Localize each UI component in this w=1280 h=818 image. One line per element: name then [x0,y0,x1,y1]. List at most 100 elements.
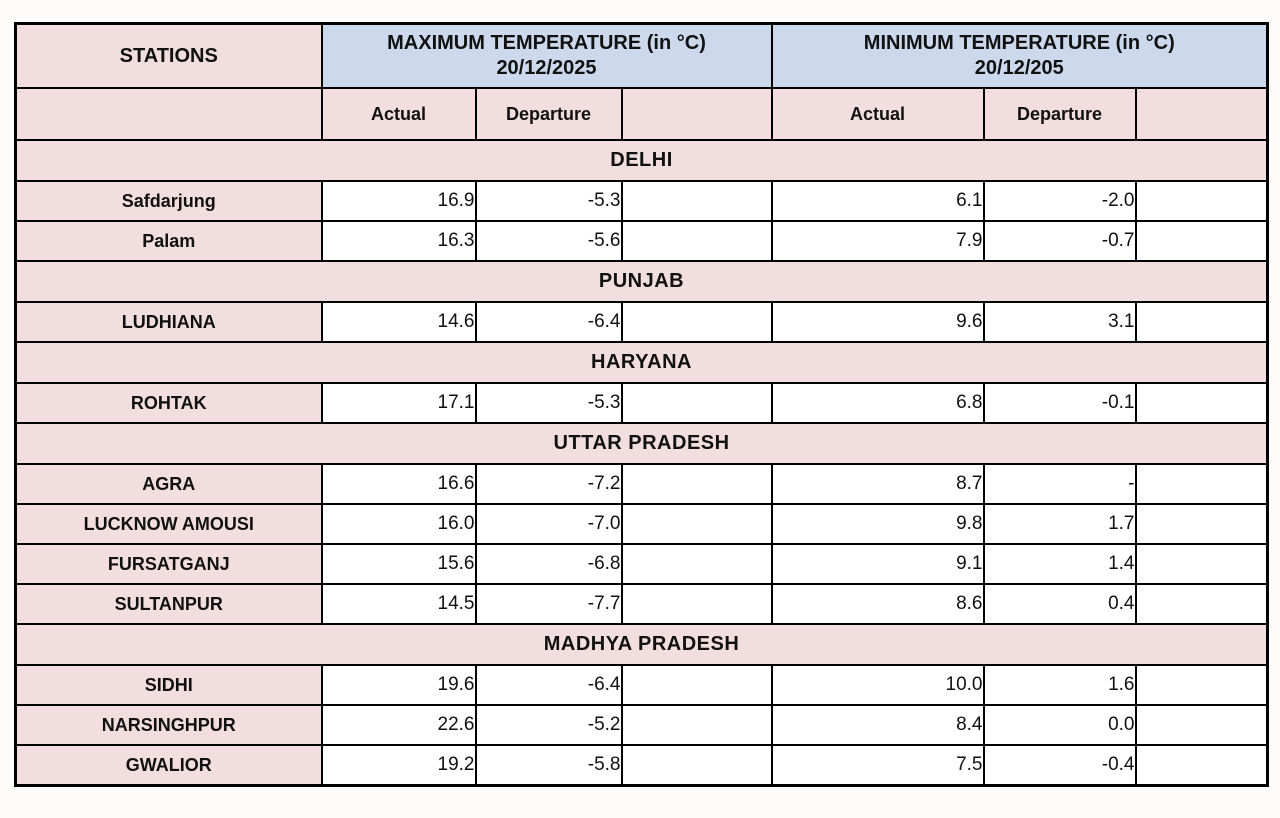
max-spare-cell [620,704,773,746]
station-name-cell: LUDHIANA [14,301,323,343]
min-departure-cell: 1.4 [982,543,1137,585]
max-actual-cell: 22.6 [320,704,477,746]
min-departure-cell: 1.6 [982,664,1137,706]
stations-subheader-blank-cell [14,87,323,141]
max-departure-cell: -5.8 [474,744,623,787]
max-departure-cell: -6.4 [474,664,623,706]
max-spare-header-cell [620,87,773,141]
section-row-delhi: DELHI [14,139,1269,182]
max-spare-cell [620,744,773,787]
station-row-sultanpur: SULTANPUR 14.5 -7.7 8.6 0.4 [14,583,1269,625]
station-name-cell: GWALIOR [14,744,323,787]
max-departure-cell: -7.7 [474,583,623,625]
station-row-agra: AGRA 16.6 -7.2 8.7 - [14,463,1269,505]
station-row-lucknow-amousi: LUCKNOW AMOUSI 16.0 -7.0 9.8 1.7 [14,503,1269,545]
min-actual-cell: 9.1 [770,543,985,585]
max-departure-cell: -7.2 [474,463,623,505]
min-spare-cell [1134,664,1269,706]
max-temp-header-date: 20/12/2025 [496,57,597,79]
max-actual-header-cell: Actual [320,87,477,141]
max-spare-cell [620,543,773,585]
min-actual-cell: 8.7 [770,463,985,505]
station-name-cell: FURSATGANJ [14,543,323,585]
station-name-cell: SIDHI [14,664,323,706]
stations-header-cell: STATIONS [14,22,323,89]
max-departure-cell: -6.8 [474,543,623,585]
max-actual-cell: 16.6 [320,463,477,505]
section-name: UTTAR PRADESH [14,422,1269,465]
max-actual-cell: 16.9 [320,180,477,222]
station-name-cell: ROHTAK [14,382,323,424]
min-spare-cell [1134,503,1269,545]
max-actual-cell: 17.1 [320,382,477,424]
max-spare-cell [620,220,773,262]
station-row-rohtak: ROHTAK 17.1 -5.3 6.8 -0.1 [14,382,1269,424]
header-row-main: STATIONS MAXIMUM TEMPERATURE (in °C) 20/… [14,22,1269,89]
min-departure-cell: 0.0 [982,704,1137,746]
section-name: MADHYA PRADESH [14,623,1269,666]
min-actual-cell: 6.8 [770,382,985,424]
station-name-cell: Safdarjung [14,180,323,222]
header-row-sub: Actual Departure Actual Departure [14,87,1269,141]
min-actual-header-cell: Actual [770,87,985,141]
min-spare-cell [1134,463,1269,505]
section-row-punjab: PUNJAB [14,260,1269,303]
min-actual-cell: 8.4 [770,704,985,746]
max-departure-cell: -5.2 [474,704,623,746]
min-spare-header-cell [1134,87,1269,141]
min-spare-cell [1134,301,1269,343]
min-departure-cell: -0.1 [982,382,1137,424]
max-departure-cell: -6.4 [474,301,623,343]
max-actual-cell: 16.3 [320,220,477,262]
max-spare-cell [620,301,773,343]
max-actual-cell: 16.0 [320,503,477,545]
min-departure-cell: -2.0 [982,180,1137,222]
station-name-cell: LUCKNOW AMOUSI [14,503,323,545]
max-actual-cell: 19.2 [320,744,477,787]
min-temp-header-cell: MINIMUM TEMPERATURE (in °C) 20/12/205 [770,22,1269,89]
section-row-haryana: HARYANA [14,341,1269,384]
station-row-fursatganj: FURSATGANJ 15.6 -6.8 9.1 1.4 [14,543,1269,585]
min-departure-cell: 1.7 [982,503,1137,545]
max-spare-cell [620,180,773,222]
section-row-madhya-pradesh: MADHYA PRADESH [14,623,1269,666]
section-row-uttar-pradesh: UTTAR PRADESH [14,422,1269,465]
max-spare-cell [620,583,773,625]
min-departure-cell: -0.7 [982,220,1137,262]
max-actual-cell: 14.5 [320,583,477,625]
max-actual-cell: 19.6 [320,664,477,706]
max-spare-cell [620,664,773,706]
station-name-cell: Palam [14,220,323,262]
station-name-cell: SULTANPUR [14,583,323,625]
station-row-palam: Palam 16.3 -5.6 7.9 -0.7 [14,220,1269,262]
min-departure-cell: 0.4 [982,583,1137,625]
min-actual-cell: 9.8 [770,503,985,545]
min-departure-header-cell: Departure [982,87,1137,141]
max-departure-cell: -7.0 [474,503,623,545]
min-actual-cell: 6.1 [770,180,985,222]
max-departure-cell: -5.3 [474,382,623,424]
min-departure-cell: -0.4 [982,744,1137,787]
min-departure-cell: - [982,463,1137,505]
min-departure-cell: 3.1 [982,301,1137,343]
min-spare-cell [1134,704,1269,746]
min-actual-cell: 7.5 [770,744,985,787]
max-temp-header-cell: MAXIMUM TEMPERATURE (in °C) 20/12/2025 [320,22,773,89]
max-spare-cell [620,463,773,505]
min-spare-cell [1134,382,1269,424]
min-temp-header-date: 20/12/205 [974,57,1064,79]
station-name-cell: AGRA [14,463,323,505]
station-row-narsinghpur: NARSINGHPUR 22.6 -5.2 8.4 0.0 [14,704,1269,746]
max-temp-header-line1: MAXIMUM TEMPERATURE (in °C) [387,32,706,54]
min-actual-cell: 8.6 [770,583,985,625]
max-departure-cell: -5.6 [474,220,623,262]
station-row-ludhiana: LUDHIANA 14.6 -6.4 9.6 3.1 [14,301,1269,343]
min-actual-cell: 9.6 [770,301,985,343]
section-name: DELHI [14,139,1269,182]
temperature-table: STATIONS MAXIMUM TEMPERATURE (in °C) 20/… [14,22,1270,787]
min-spare-cell [1134,744,1269,787]
station-row-sidhi: SIDHI 19.6 -6.4 10.0 1.6 [14,664,1269,706]
max-actual-cell: 15.6 [320,543,477,585]
section-name: PUNJAB [14,260,1269,303]
max-spare-cell [620,503,773,545]
